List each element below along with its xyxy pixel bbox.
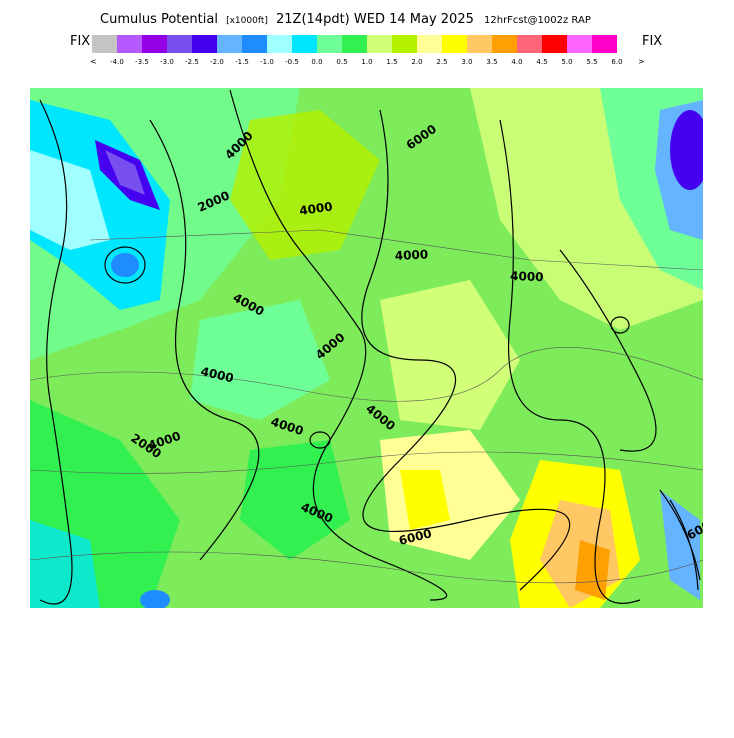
map: 4000400040002000400040004000200040004000… [30, 88, 703, 608]
color-swatch [117, 35, 142, 53]
legend-label: 1.0 [361, 58, 372, 66]
legend-label: -2.5 [185, 58, 199, 66]
legend-label: 5.0 [561, 58, 572, 66]
legend-label: 4.0 [511, 58, 522, 66]
fix-left: FIX [70, 34, 90, 49]
title: Cumulus Potential [x1000ft] 21Z(14pdt) W… [100, 12, 591, 27]
legend-label: 6.0 [611, 58, 622, 66]
color-swatch [292, 35, 317, 53]
fix-right: FIX [642, 34, 662, 49]
legend-label: 2.5 [436, 58, 447, 66]
color-swatch [492, 35, 517, 53]
legend-label: 5.5 [586, 58, 597, 66]
legend-label: -1.0 [260, 58, 274, 66]
color-swatch [442, 35, 467, 53]
color-swatch [242, 35, 267, 53]
legend-label: 0.0 [311, 58, 322, 66]
color-bar: -4.0 -3.5 -3.0 -2.5 -2.0 -1.5 -1.0 -0.5 0.0 0.5 1.… [92, 35, 623, 66]
legend-label: 2.0 [411, 58, 422, 66]
contour-label: 4000 [298, 199, 333, 218]
color-swatch [392, 35, 417, 53]
legend-label: 3.0 [461, 58, 472, 66]
legend-above: > [638, 57, 645, 66]
legend-label: 0.5 [336, 58, 347, 66]
title-time: 21Z(14pdt) WED 14 May 2025 [276, 12, 474, 27]
legend-label: -4.0 [110, 58, 124, 66]
legend-label: -3.0 [160, 58, 174, 66]
color-swatch [217, 35, 242, 53]
color-swatch [542, 35, 567, 53]
contour-label: 4000 [510, 269, 544, 284]
legend-label: 4.5 [536, 58, 547, 66]
contour-label: 4000 [394, 247, 428, 263]
color-swatch [167, 35, 192, 53]
color-swatch [192, 35, 217, 53]
legend-label: 1.5 [386, 58, 397, 66]
color-swatch [142, 35, 167, 53]
color-swatch [567, 35, 592, 53]
title-model: 12hrFcst@1002z RAP [484, 15, 591, 26]
legend-label: 3.5 [486, 58, 497, 66]
title-main: Cumulus Potential [100, 12, 218, 27]
legend-label: -2.0 [210, 58, 224, 66]
color-swatch [92, 35, 117, 53]
color-swatch [592, 35, 617, 53]
color-swatch [517, 35, 542, 53]
color-swatch [342, 35, 367, 53]
color-swatch [267, 35, 292, 53]
title-units: [x1000ft] [226, 16, 268, 26]
color-swatch [417, 35, 442, 53]
color-swatch [317, 35, 342, 53]
legend-below: < [90, 57, 97, 66]
color-swatch [467, 35, 492, 53]
color-swatch [367, 35, 392, 53]
legend-label: -0.5 [285, 58, 299, 66]
legend-label: -3.5 [135, 58, 149, 66]
legend-label: -1.5 [235, 58, 249, 66]
